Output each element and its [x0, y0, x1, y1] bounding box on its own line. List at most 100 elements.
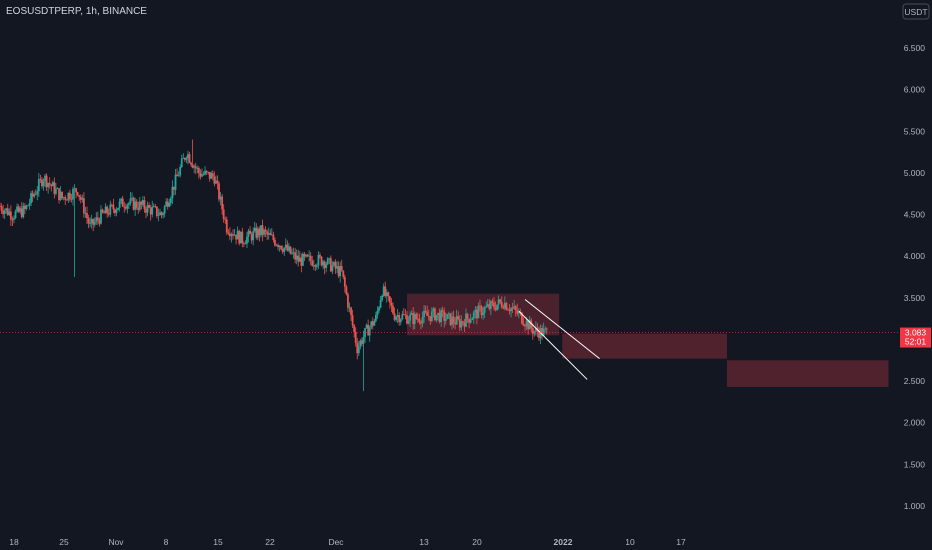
candle	[320, 256, 323, 267]
candle	[145, 206, 147, 219]
candle	[277, 243, 279, 251]
candle	[106, 205, 109, 218]
candle	[441, 306, 444, 318]
zone-target-1[interactable]	[562, 333, 727, 359]
candle	[329, 255, 332, 273]
x-tick-label: 2022	[554, 537, 573, 547]
x-tick-label: 15	[213, 537, 223, 547]
candle	[438, 308, 441, 324]
candle	[45, 173, 48, 192]
zone-target-2[interactable]	[726, 360, 889, 387]
candle	[241, 227, 244, 248]
candle	[30, 191, 32, 207]
candle	[416, 312, 419, 323]
candle	[140, 200, 143, 210]
candle	[168, 198, 171, 208]
candle	[44, 173, 46, 188]
candle	[261, 219, 264, 242]
price-tag: 3.083 52:01	[900, 327, 931, 348]
x-tick-label: 13	[419, 537, 429, 547]
candle	[162, 211, 164, 219]
candle	[269, 229, 272, 236]
candle	[373, 319, 376, 326]
candle	[23, 203, 26, 215]
candle	[412, 307, 415, 330]
candle	[312, 259, 315, 271]
candle	[0, 203, 3, 215]
candle	[20, 202, 23, 219]
candle	[317, 251, 320, 269]
candle	[370, 320, 373, 330]
candle	[350, 306, 352, 321]
candle	[221, 194, 224, 215]
candle	[19, 205, 22, 215]
candle	[421, 311, 424, 328]
candle	[3, 208, 6, 220]
candle	[292, 247, 295, 259]
candle	[143, 196, 146, 213]
candle	[11, 216, 14, 226]
candle	[120, 197, 123, 205]
candle	[6, 203, 9, 217]
candle	[165, 198, 168, 207]
candle	[242, 241, 245, 248]
candle	[348, 302, 351, 313]
currency-badge[interactable]: USDT	[902, 3, 930, 20]
candle	[375, 311, 377, 323]
candle	[326, 257, 329, 266]
candle	[443, 307, 446, 328]
candle	[84, 206, 87, 218]
candle	[160, 211, 163, 219]
candle	[89, 217, 91, 228]
candle	[51, 180, 54, 187]
candle	[78, 194, 81, 201]
candle	[306, 253, 309, 258]
candle	[387, 291, 390, 302]
symbol-title[interactable]: EOSUSDTPERP, 1h, BINANCE	[6, 6, 147, 17]
candle	[131, 192, 133, 202]
candle	[390, 297, 393, 312]
candle	[354, 327, 357, 347]
candle	[260, 225, 262, 238]
candle	[211, 170, 214, 181]
candle	[486, 299, 489, 308]
price-tag-countdown: 52:01	[905, 337, 927, 347]
candle	[163, 204, 166, 218]
candle	[407, 316, 410, 325]
candle	[5, 207, 8, 214]
candle	[253, 221, 256, 233]
candle	[0, 202, 1, 208]
trend-line-1[interactable]	[524, 299, 600, 359]
candle	[480, 304, 483, 319]
candle	[98, 217, 101, 227]
candle	[337, 261, 340, 278]
candle	[138, 196, 141, 212]
candle	[185, 156, 188, 163]
trend-line-2[interactable]	[518, 310, 588, 380]
candle	[420, 320, 422, 330]
candle	[435, 314, 438, 323]
candle	[499, 298, 502, 304]
candle	[474, 306, 477, 319]
candle	[179, 164, 182, 178]
candle	[53, 177, 56, 199]
candle	[302, 252, 304, 267]
candle	[96, 211, 99, 225]
candle	[87, 214, 90, 229]
y-tick-label: 1.000	[904, 501, 926, 511]
candle	[382, 283, 385, 297]
x-tick-label: 25	[59, 537, 69, 547]
candle	[149, 205, 152, 221]
candle	[37, 172, 40, 197]
candle	[117, 207, 119, 211]
candle	[233, 229, 236, 237]
candle	[395, 315, 397, 322]
candle	[513, 299, 516, 310]
candle	[359, 338, 362, 350]
candle	[213, 171, 216, 187]
x-tick-label: 8	[164, 537, 169, 547]
candle	[286, 240, 289, 252]
candle	[365, 323, 368, 329]
